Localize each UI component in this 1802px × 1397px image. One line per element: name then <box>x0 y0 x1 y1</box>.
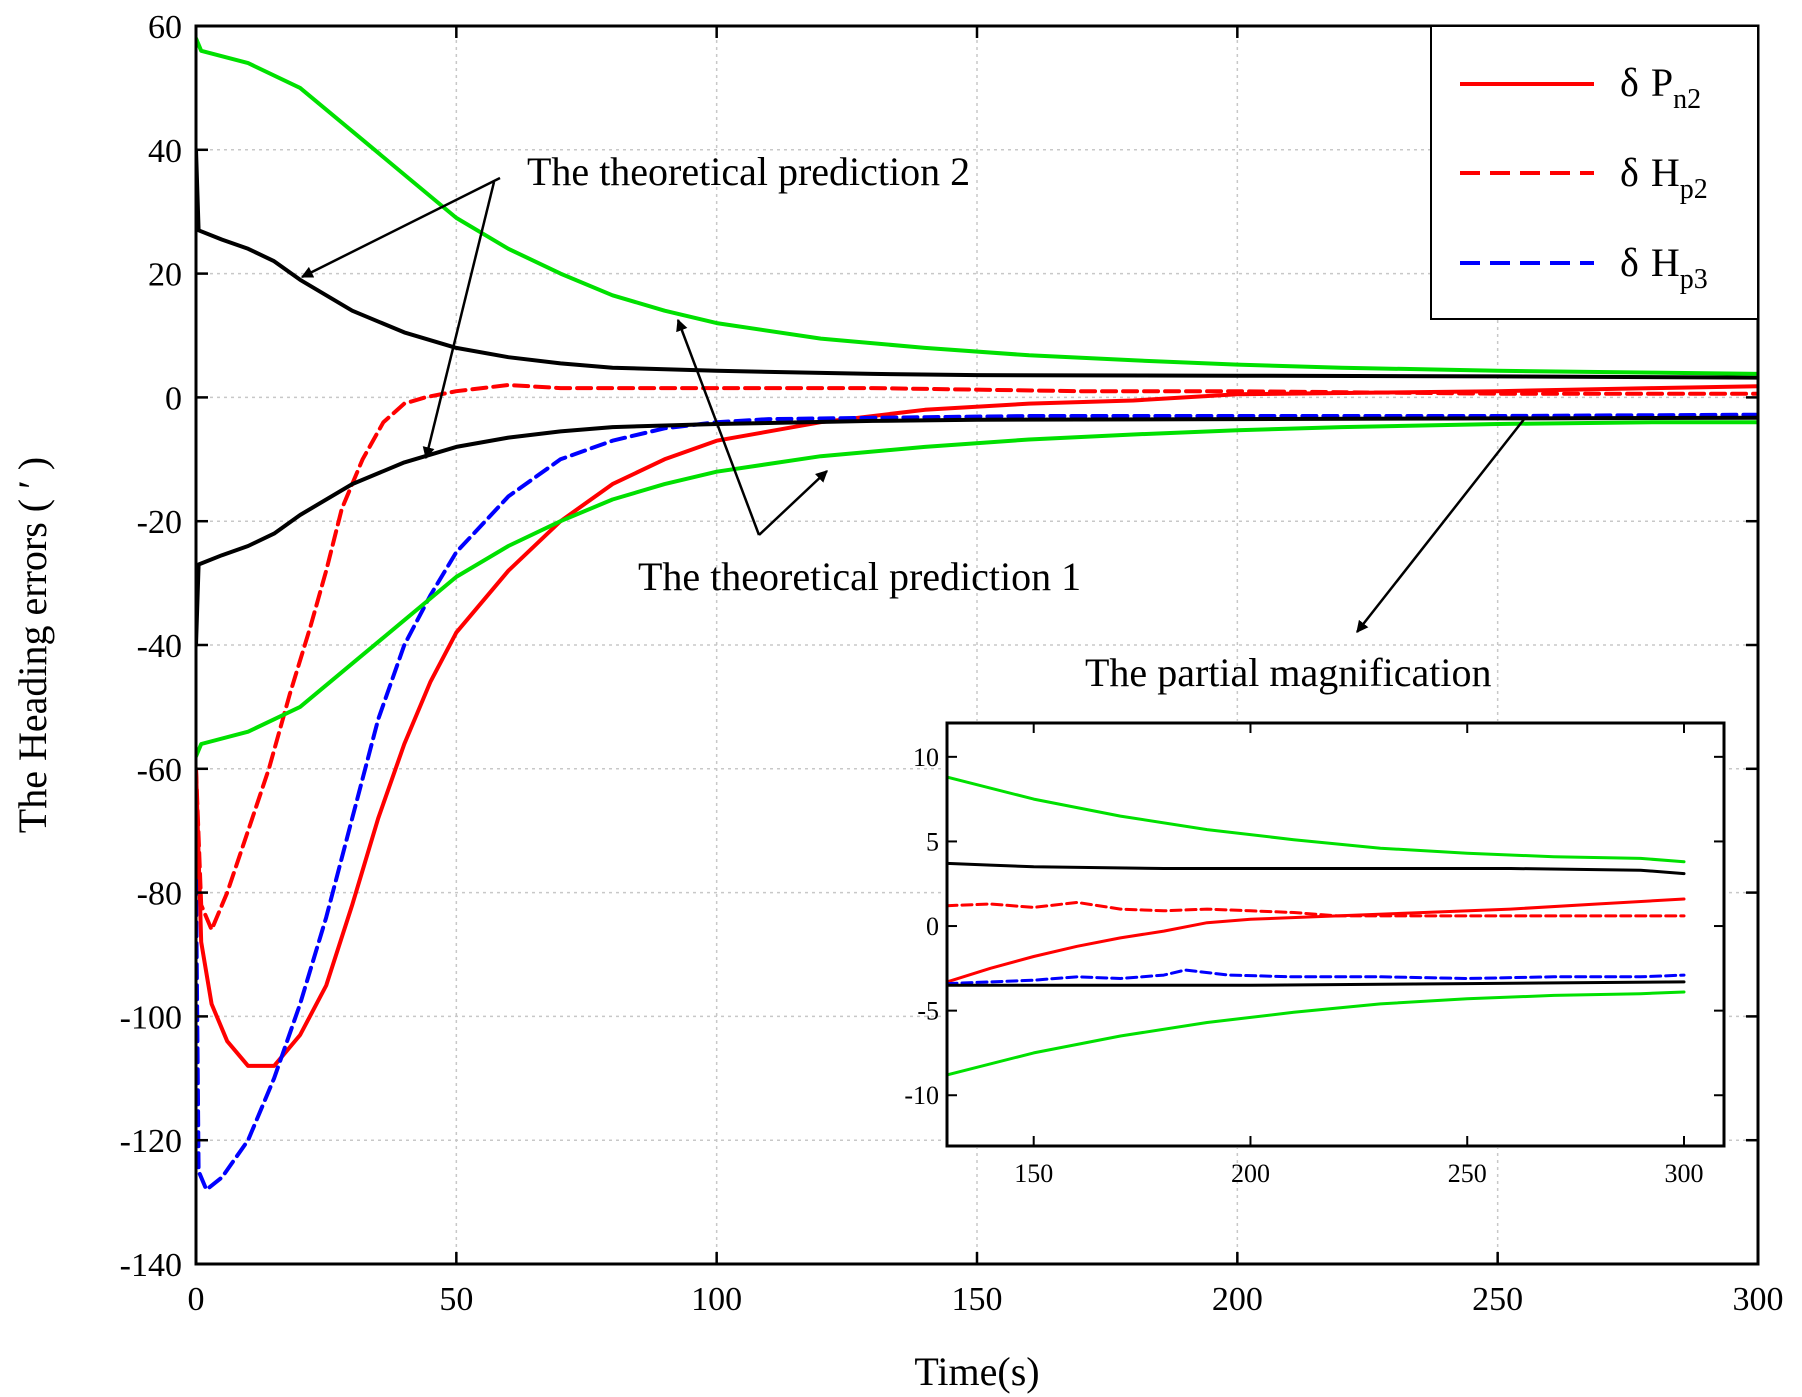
series-line-theoretical-prediction-2-lower <box>947 980 1686 987</box>
inset-y-tick-label: 5 <box>926 827 939 856</box>
legend-box <box>1430 25 1759 320</box>
series-line-hp2 <box>196 383 1758 932</box>
inset-series-group <box>947 775 1686 1077</box>
x-tick-label: 300 <box>1733 1281 1784 1318</box>
x-tick-label: 100 <box>691 1281 742 1318</box>
y-tick-label: 20 <box>148 257 182 294</box>
main-gridlines <box>196 26 1758 1264</box>
y-tick-label: -140 <box>120 1247 182 1284</box>
inset-x-tick-label: 300 <box>1665 1159 1704 1188</box>
x-tick-label: 50 <box>439 1281 473 1318</box>
legend: δ Pn2 δ Hp2 δ Hp3 <box>1430 25 1759 320</box>
inset-x-tick-label: 250 <box>1448 1159 1487 1188</box>
series-line-theoretical-prediction-2-lower <box>196 415 1758 647</box>
x-tick-label: 250 <box>1472 1281 1523 1318</box>
annotation-arrows <box>300 176 1526 633</box>
series-line-hp3 <box>196 412 1758 1192</box>
y-tick-label: -120 <box>120 1123 182 1160</box>
annotation-prediction-2: The theoretical prediction 2 <box>527 149 970 194</box>
annotation-magnification: The partial magnification <box>1085 650 1492 695</box>
inset-background <box>945 721 1726 1148</box>
inset-frame <box>945 721 1726 1148</box>
inset-y-tick-label: -10 <box>904 1081 939 1110</box>
y-tick-label: 40 <box>148 133 182 170</box>
arrow-magnification <box>1356 417 1526 633</box>
arrow-prediction1-to-lower <box>758 470 828 536</box>
y-tick-label: 60 <box>148 9 182 46</box>
main-series-group <box>196 36 1758 1192</box>
x-tick-label: 200 <box>1212 1281 1263 1318</box>
series-line-hp3 <box>947 968 1686 986</box>
arrow-prediction2-to-upper <box>300 176 501 279</box>
inset-y-tick-label: 10 <box>913 743 939 772</box>
inset-x-tick-label: 200 <box>1231 1159 1270 1188</box>
y-tick-label: -80 <box>137 876 182 913</box>
main-axis-ticks: 0 50 100 150 200 250 3006040200-20-40-60-80-10… <box>120 9 1784 1318</box>
y-tick-label: -20 <box>137 504 182 541</box>
x-tick-label: 150 <box>952 1281 1003 1318</box>
inset-chart: 150 200 250 300 10 5 0 -5 -10 <box>904 721 1726 1188</box>
y-tick-label: -40 <box>137 628 182 665</box>
series-line-hp2 <box>947 900 1686 918</box>
series-line-theoretical-prediction-2-upper <box>196 147 1758 380</box>
legend-label-hp3: δ Hp3 <box>1620 240 1708 295</box>
inset-y-tick-label: -5 <box>917 997 939 1026</box>
x-axis-title: Time(s) <box>914 1349 1039 1394</box>
series-line-theoretical-prediction-1-upper <box>196 36 1758 376</box>
series-line-theoretical-prediction-1-lower <box>947 990 1686 1077</box>
series-line-theoretical-prediction-2-upper <box>947 861 1686 876</box>
arrow-prediction2-to-lower <box>422 181 496 460</box>
y-tick-label: -60 <box>137 752 182 789</box>
y-tick-label: 0 <box>165 380 182 417</box>
inset-axis-ticks: 150 200 250 300 10 5 0 -5 -10 <box>904 723 1724 1188</box>
inset-x-tick-label: 150 <box>1014 1159 1053 1188</box>
legend-label-pn2: δ Pn2 <box>1620 60 1701 115</box>
series-line-pn2 <box>196 384 1758 1068</box>
annotation-prediction-1: The theoretical prediction 1 <box>638 554 1081 599</box>
legend-label-hp2: δ Hp2 <box>1620 150 1708 205</box>
series-line-theoretical-prediction-1-upper <box>947 775 1686 864</box>
y-tick-label: -100 <box>120 999 182 1036</box>
x-tick-label: 0 <box>188 1281 205 1318</box>
series-line-pn2 <box>947 897 1686 984</box>
series-line-theoretical-prediction-1-lower <box>196 420 1758 759</box>
y-axis-title: The Heading errors ( ′ ) <box>10 457 55 833</box>
arrow-prediction1-to-upper <box>676 318 761 536</box>
inset-y-tick-label: 0 <box>926 912 939 941</box>
